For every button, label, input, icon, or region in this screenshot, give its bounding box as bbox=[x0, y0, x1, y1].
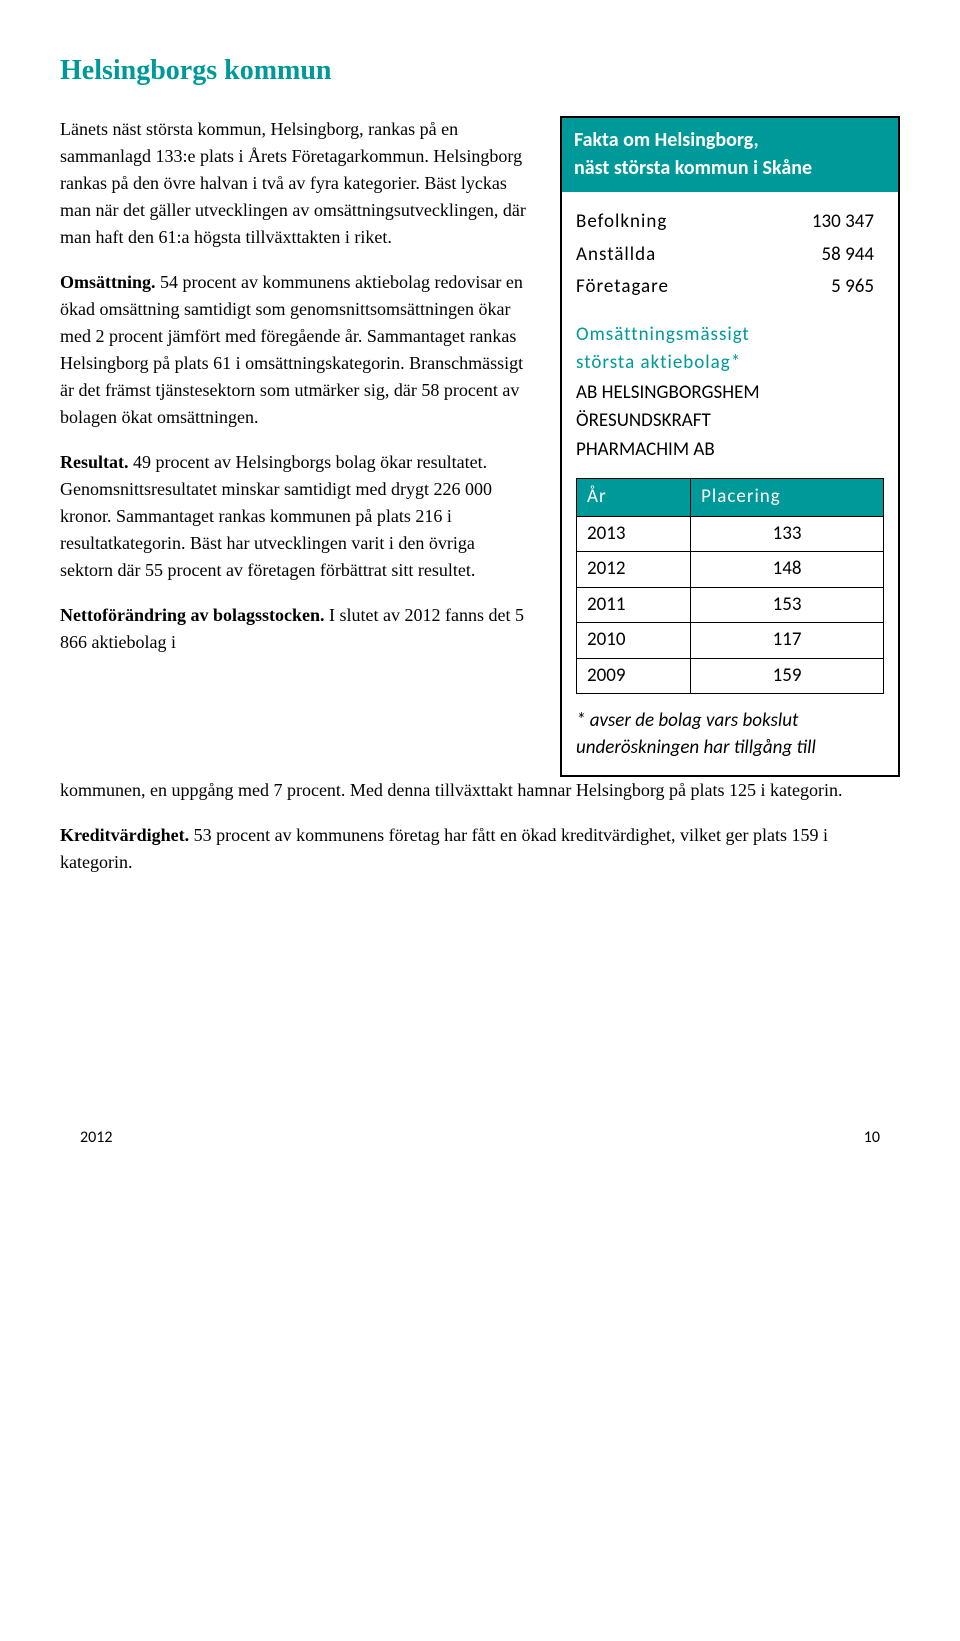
rank-value: 133 bbox=[691, 516, 884, 552]
omsattning-label: Omsättning. bbox=[60, 272, 156, 292]
omsattning-paragraph: Omsättning. 54 procent av kommunens akti… bbox=[60, 269, 530, 431]
stat-label: Befolkning bbox=[576, 206, 749, 239]
page-footer: 2012 10 bbox=[60, 1126, 900, 1150]
two-column-layout: Länets näst största kommun, Helsingborg,… bbox=[60, 116, 900, 777]
resultat-label: Resultat. bbox=[60, 452, 129, 472]
factbox-header-line2: näst största kommun i Skåne bbox=[574, 154, 886, 182]
netto-paragraph-start: Nettoförändring av bolagsstocken. I slut… bbox=[60, 602, 530, 656]
kredit-label: Kreditvärdighet. bbox=[60, 825, 189, 845]
factbox-sub-line1: Omsättningsmässigt bbox=[576, 322, 884, 349]
rank-header-row: År Placering bbox=[577, 479, 884, 517]
company-item: AB HELSINGBORGSHEM bbox=[576, 379, 884, 408]
rank-row: 2011 153 bbox=[577, 587, 884, 623]
main-text-column: Länets näst största kommun, Helsingborg,… bbox=[60, 116, 530, 656]
stat-value: 58 944 bbox=[749, 239, 884, 272]
rank-year: 2013 bbox=[577, 516, 691, 552]
rank-year: 2010 bbox=[577, 623, 691, 659]
stat-label: Anställda bbox=[576, 239, 749, 272]
rank-row: 2009 159 bbox=[577, 658, 884, 694]
fact-box: Fakta om Helsingborg, näst största kommu… bbox=[560, 116, 900, 777]
company-item: PHARMACHIM AB bbox=[576, 436, 884, 465]
netto-label: Nettoförändring av bolagsstocken. bbox=[60, 605, 325, 625]
stat-value: 5 965 bbox=[749, 271, 884, 304]
factbox-body: Befolkning 130 347 Anställda 58 944 Före… bbox=[562, 192, 898, 694]
stats-table: Befolkning 130 347 Anställda 58 944 Före… bbox=[576, 206, 884, 304]
stat-row-foretagare: Företagare 5 965 bbox=[576, 271, 884, 304]
rank-year: 2009 bbox=[577, 658, 691, 694]
factbox-header: Fakta om Helsingborg, näst största kommu… bbox=[562, 118, 898, 192]
rank-value: 159 bbox=[691, 658, 884, 694]
factbox-sub-line2: största aktiebolag* bbox=[576, 350, 884, 377]
stat-value: 130 347 bbox=[749, 206, 884, 239]
rank-header-year: År bbox=[577, 479, 691, 517]
rank-year: 2011 bbox=[577, 587, 691, 623]
page-title: Helsingborgs kommun bbox=[60, 50, 900, 92]
footer-page: 10 bbox=[864, 1126, 880, 1150]
resultat-paragraph: Resultat. 49 procent av Helsingborgs bol… bbox=[60, 449, 530, 584]
factbox-header-line1: Fakta om Helsingborg, bbox=[574, 126, 886, 154]
rank-row: 2010 117 bbox=[577, 623, 884, 659]
rank-year: 2012 bbox=[577, 552, 691, 588]
kredit-paragraph: Kreditvärdighet. 53 procent av kommunens… bbox=[60, 822, 900, 876]
rank-value: 148 bbox=[691, 552, 884, 588]
factbox-footnote: * avser de bolag vars bokslut underöskni… bbox=[562, 708, 898, 775]
footer-year: 2012 bbox=[80, 1126, 112, 1150]
netto-paragraph-end: kommunen, en uppgång med 7 procent. Med … bbox=[60, 777, 900, 804]
rank-table: År Placering 2013 133 2012 148 2011 153 bbox=[576, 478, 884, 694]
rank-header-rank: Placering bbox=[691, 479, 884, 517]
omsattning-text: 54 procent av kommunens aktiebolag redov… bbox=[60, 272, 523, 427]
intro-paragraph: Länets näst största kommun, Helsingborg,… bbox=[60, 116, 530, 251]
stat-row-anstallda: Anställda 58 944 bbox=[576, 239, 884, 272]
rank-value: 117 bbox=[691, 623, 884, 659]
stat-row-befolkning: Befolkning 130 347 bbox=[576, 206, 884, 239]
factbox-column: Fakta om Helsingborg, näst största kommu… bbox=[560, 116, 900, 777]
rank-value: 153 bbox=[691, 587, 884, 623]
rank-row: 2012 148 bbox=[577, 552, 884, 588]
stat-label: Företagare bbox=[576, 271, 749, 304]
companies-list: AB HELSINGBORGSHEM ÖRESUNDSKRAFT PHARMAC… bbox=[576, 379, 884, 465]
company-item: ÖRESUNDSKRAFT bbox=[576, 407, 884, 436]
rank-row: 2013 133 bbox=[577, 516, 884, 552]
